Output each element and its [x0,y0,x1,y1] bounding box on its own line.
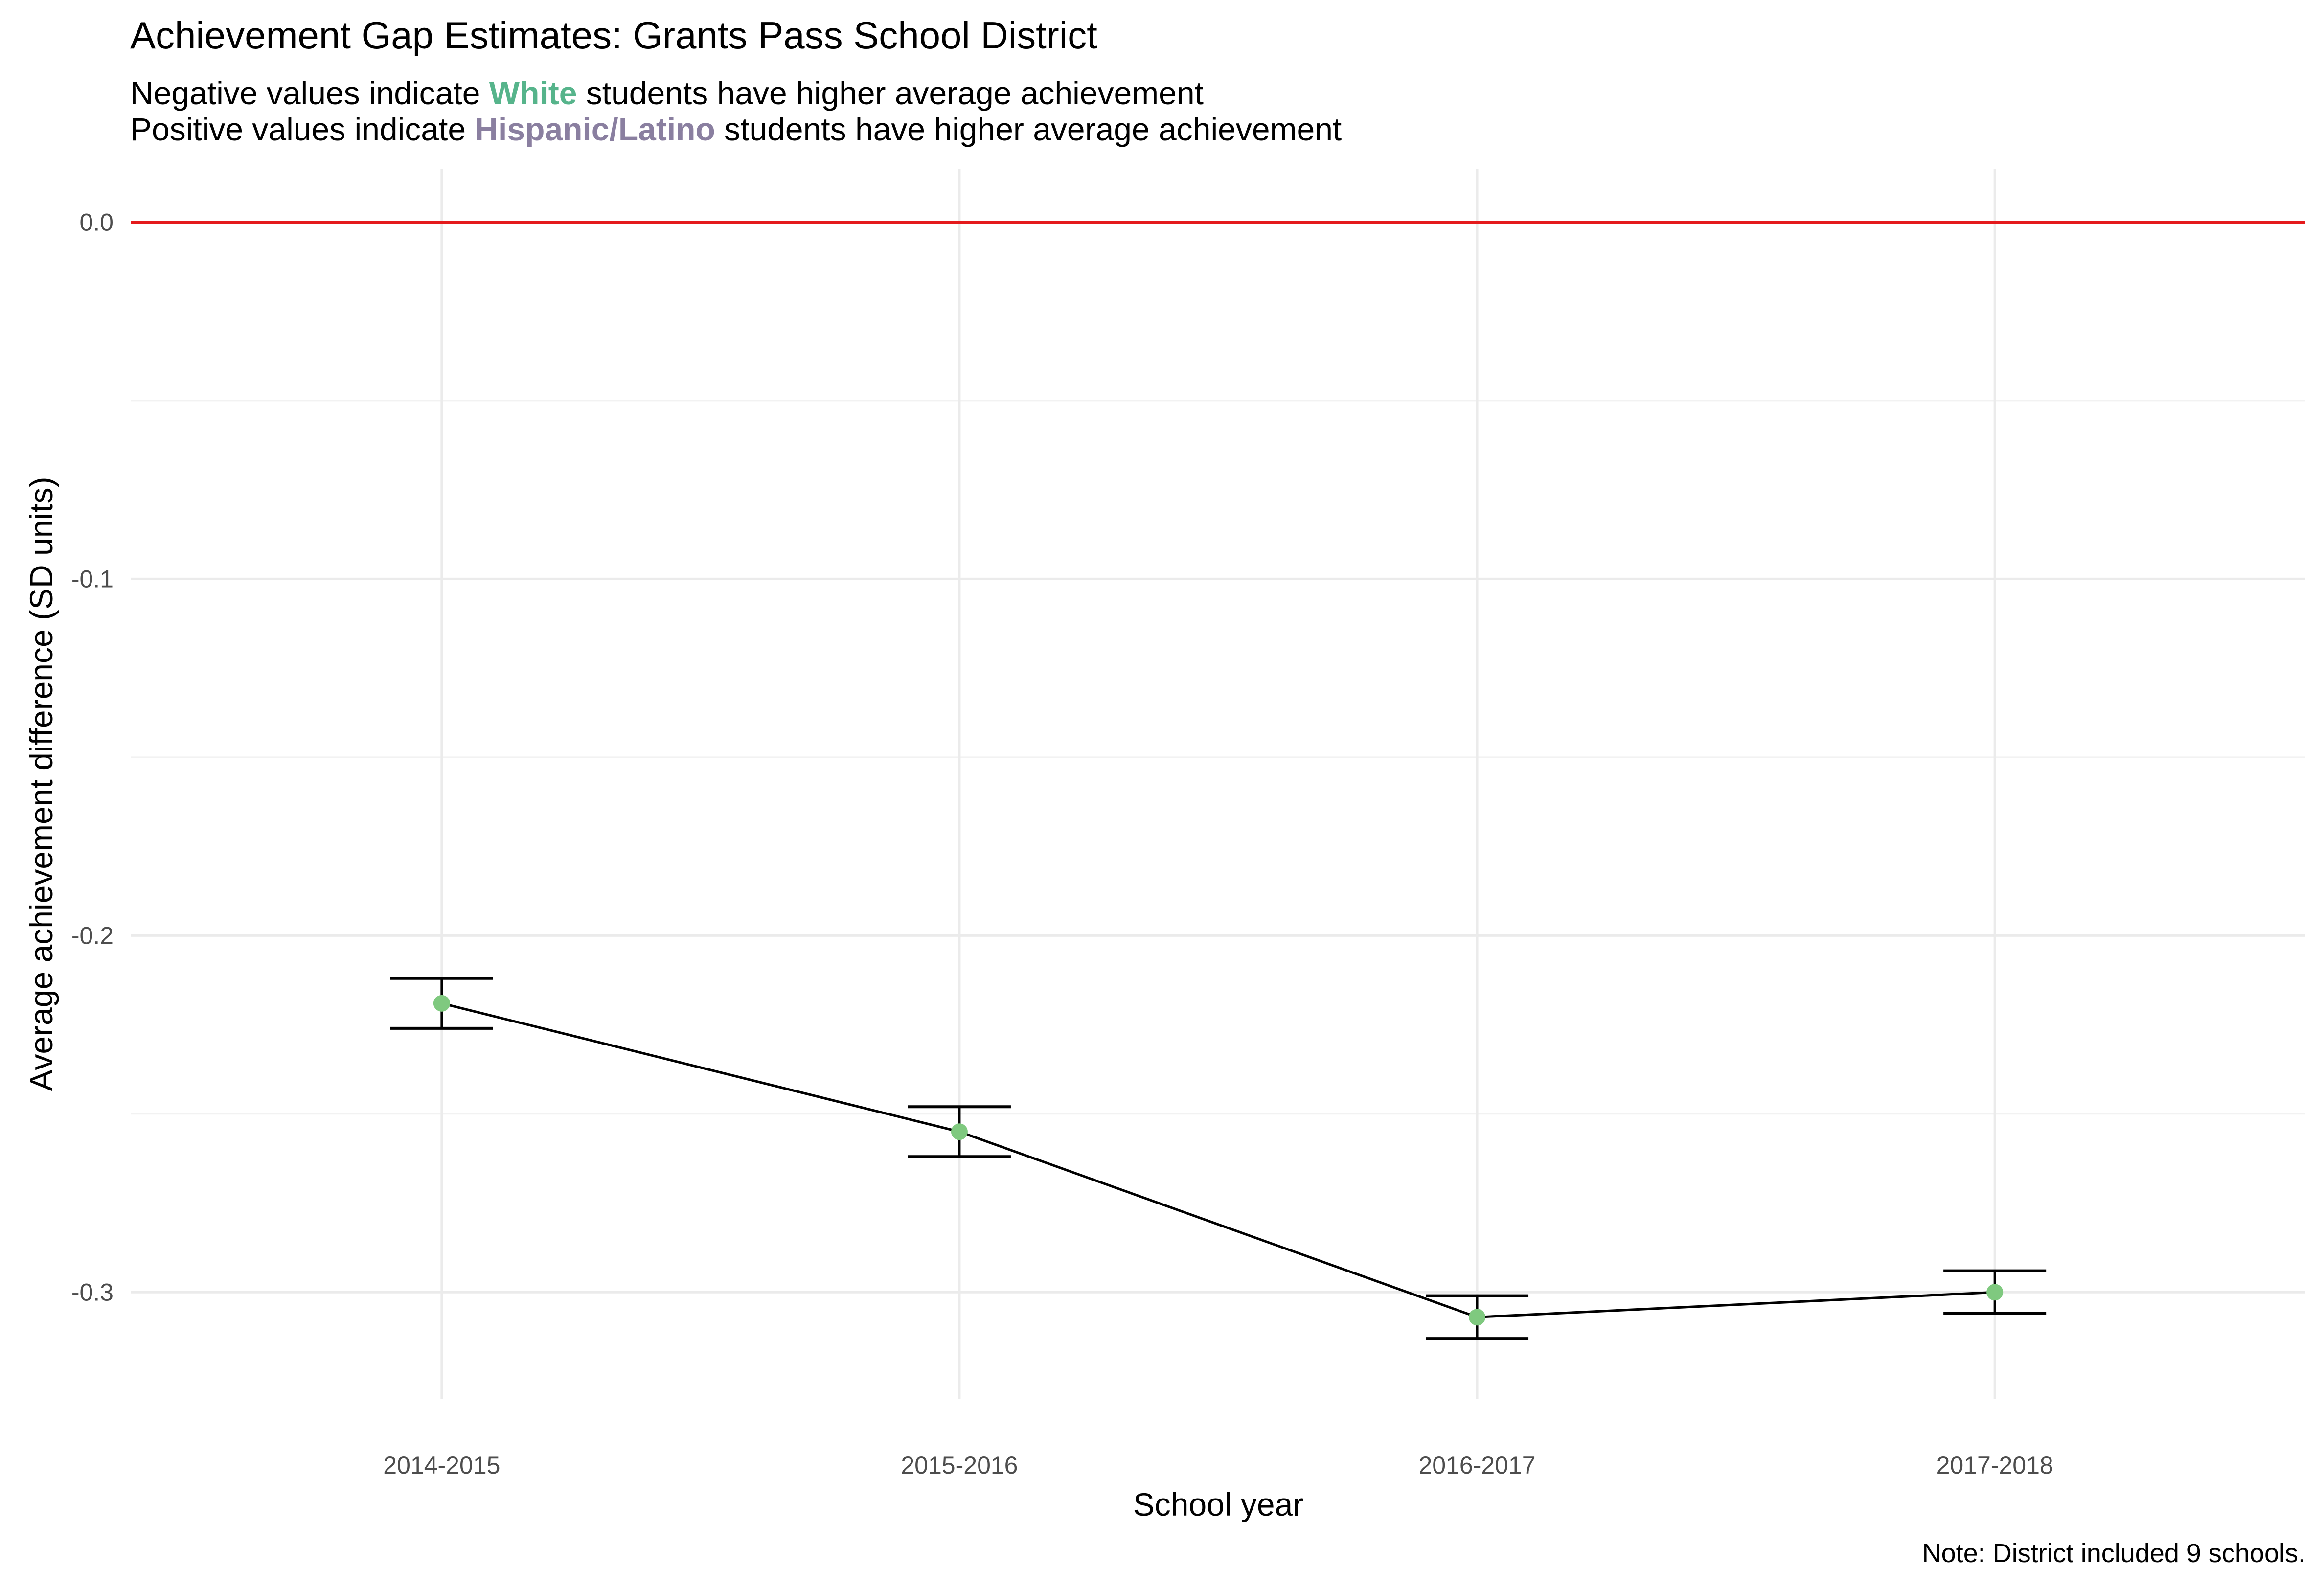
y-tick-label: 0.0 [79,208,114,236]
subtitle-1-suffix: students have higher average achievement [577,75,1204,111]
x-tick-label: 2016-2017 [1418,1452,1535,1479]
gridlines [131,169,2305,1399]
subtitle-2-suffix: students have higher average achievement [715,111,1342,147]
x-axis-title: School year [1133,1486,1304,1522]
subtitle-1-prefix: Negative values indicate [130,75,489,111]
subtitle-2-highlight-hispanic: Hispanic/Latino [475,111,715,147]
y-tick-label: -0.1 [71,565,114,592]
x-tick-label: 2014-2015 [383,1452,500,1479]
data-point [1986,1284,2004,1301]
chart-title: Achievement Gap Estimates: Grants Pass S… [130,14,1097,57]
x-tick-labels: 2014-2015 2015-2016 2016-2017 2017-2018 [383,1452,2053,1479]
subtitle-line-2: Positive values indicate Hispanic/Latino… [130,111,1342,148]
x-tick-label: 2015-2016 [901,1452,1018,1479]
data-point [951,1123,968,1140]
data-point [433,995,450,1012]
y-tick-label: -0.2 [71,922,114,949]
subtitle-line-1: Negative values indicate White students … [130,74,1204,112]
x-tick-label: 2017-2018 [1937,1452,2053,1479]
y-tick-labels: 0.0 -0.1 -0.2 -0.3 [71,208,114,1306]
series-group [390,977,2047,1340]
subtitle-2-prefix: Positive values indicate [130,111,475,147]
chart-note: Note: District included 9 schools. [1922,1539,2305,1568]
subtitle-1-highlight-white: White [489,75,577,111]
y-axis-title: Average achievement difference (SD units… [23,477,59,1091]
data-point [1469,1309,1486,1326]
y-tick-label: -0.3 [71,1278,114,1306]
series-line [441,1002,1995,1318]
